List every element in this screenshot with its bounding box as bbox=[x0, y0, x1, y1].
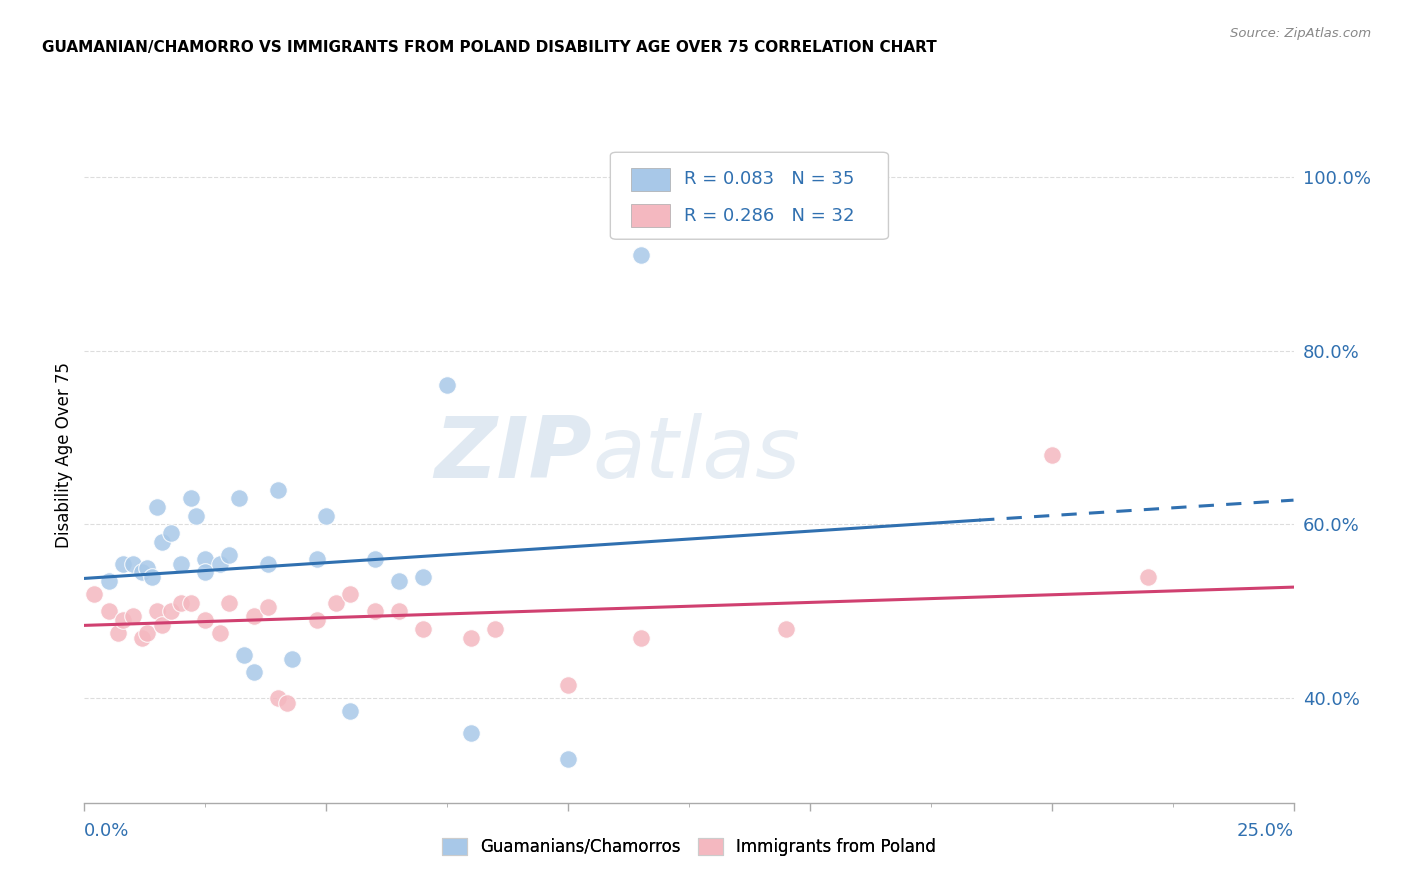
Point bbox=[267, 691, 290, 706]
Point bbox=[121, 608, 143, 623]
Point bbox=[1040, 448, 1063, 462]
Point bbox=[412, 622, 434, 636]
Point bbox=[388, 574, 411, 588]
Text: GUAMANIAN/CHAMORRO VS IMMIGRANTS FROM POLAND DISABILITY AGE OVER 75 CORRELATION : GUAMANIAN/CHAMORRO VS IMMIGRANTS FROM PO… bbox=[42, 40, 936, 55]
Point bbox=[218, 548, 240, 562]
Point bbox=[160, 605, 183, 619]
Point bbox=[112, 613, 135, 627]
Point bbox=[339, 705, 361, 719]
Point bbox=[208, 626, 231, 640]
Point bbox=[97, 605, 120, 619]
Text: 25.0%: 25.0% bbox=[1236, 822, 1294, 840]
Point bbox=[131, 566, 153, 580]
Point bbox=[150, 535, 173, 549]
Point bbox=[228, 491, 250, 506]
Point bbox=[388, 605, 411, 619]
Point bbox=[136, 561, 159, 575]
Point bbox=[557, 678, 579, 692]
Text: Source: ZipAtlas.com: Source: ZipAtlas.com bbox=[1230, 27, 1371, 40]
FancyBboxPatch shape bbox=[610, 153, 889, 239]
Text: ZIP: ZIP bbox=[434, 413, 592, 497]
Point bbox=[630, 631, 652, 645]
Point bbox=[107, 626, 129, 640]
Point bbox=[242, 608, 264, 623]
Point bbox=[460, 631, 482, 645]
Point bbox=[276, 696, 298, 710]
Point bbox=[325, 596, 347, 610]
Point bbox=[233, 648, 256, 662]
Point bbox=[194, 552, 217, 566]
Text: 0.0%: 0.0% bbox=[84, 822, 129, 840]
Point bbox=[305, 552, 328, 566]
Text: R = 0.286   N = 32: R = 0.286 N = 32 bbox=[685, 207, 855, 225]
Y-axis label: Disability Age Over 75: Disability Age Over 75 bbox=[55, 362, 73, 548]
Point bbox=[315, 508, 337, 523]
Point bbox=[160, 526, 183, 541]
Text: atlas: atlas bbox=[592, 413, 800, 497]
Point bbox=[170, 596, 193, 610]
Point bbox=[702, 187, 724, 202]
Point bbox=[363, 605, 385, 619]
Point bbox=[146, 605, 169, 619]
Point bbox=[775, 622, 797, 636]
Point bbox=[412, 570, 434, 584]
Point bbox=[1137, 570, 1160, 584]
Point bbox=[146, 500, 169, 514]
FancyBboxPatch shape bbox=[631, 204, 669, 227]
Point bbox=[97, 574, 120, 588]
Point bbox=[136, 626, 159, 640]
Point bbox=[267, 483, 290, 497]
Point bbox=[218, 596, 240, 610]
Point bbox=[180, 596, 202, 610]
Point bbox=[194, 613, 217, 627]
Point bbox=[208, 557, 231, 571]
Point bbox=[484, 622, 506, 636]
Point bbox=[257, 600, 280, 615]
Point bbox=[150, 617, 173, 632]
Point bbox=[339, 587, 361, 601]
FancyBboxPatch shape bbox=[631, 169, 669, 191]
Point bbox=[557, 752, 579, 766]
Point bbox=[194, 566, 217, 580]
Point bbox=[630, 248, 652, 262]
Point bbox=[184, 508, 207, 523]
Point bbox=[305, 613, 328, 627]
Point bbox=[281, 652, 304, 666]
Point bbox=[257, 557, 280, 571]
Point bbox=[170, 557, 193, 571]
Point bbox=[363, 552, 385, 566]
Point bbox=[83, 587, 105, 601]
Point bbox=[121, 557, 143, 571]
Legend: Guamanians/Chamorros, Immigrants from Poland: Guamanians/Chamorros, Immigrants from Po… bbox=[434, 830, 943, 864]
Point bbox=[180, 491, 202, 506]
Point bbox=[131, 631, 153, 645]
Point bbox=[112, 557, 135, 571]
Text: R = 0.083   N = 35: R = 0.083 N = 35 bbox=[685, 170, 855, 188]
Point bbox=[436, 378, 458, 392]
Point bbox=[460, 726, 482, 740]
Point bbox=[141, 570, 163, 584]
Point bbox=[242, 665, 264, 680]
